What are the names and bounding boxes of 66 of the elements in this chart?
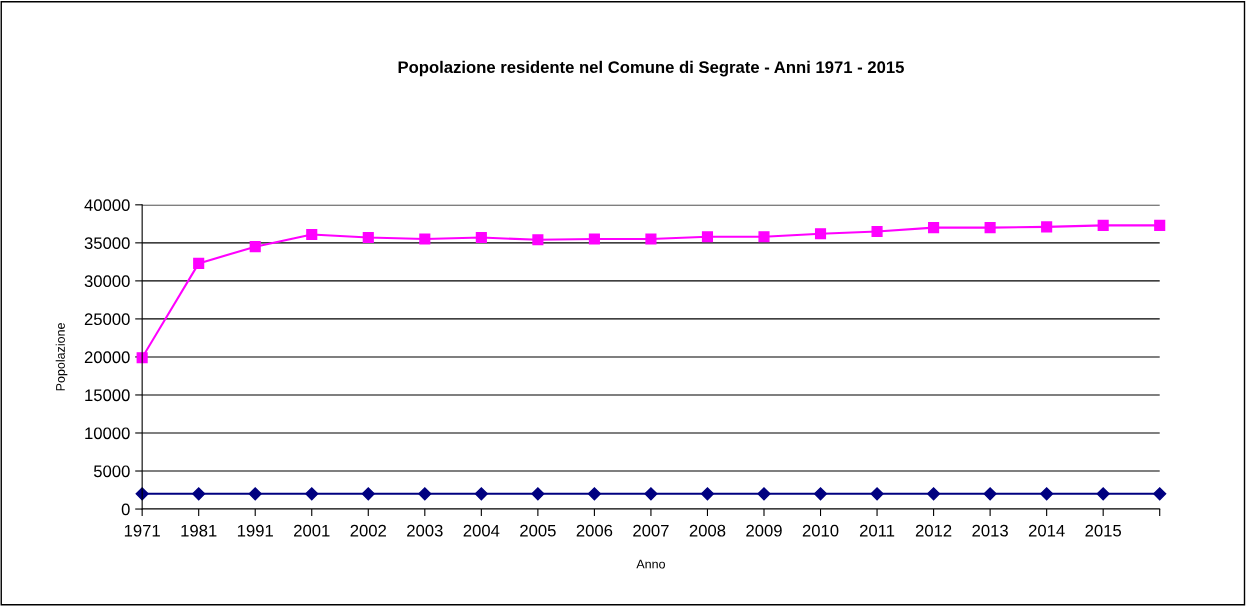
x-tick-label: 2010 [802, 524, 839, 537]
x-tick-label: 2013 [972, 524, 1008, 537]
y-tick-label: 40000 [84, 199, 130, 212]
point [701, 231, 714, 243]
y-tick-label: 15000 [85, 389, 130, 402]
x-tick-label: 2011 [859, 524, 895, 537]
point [1153, 487, 1167, 501]
point [531, 487, 545, 501]
point [588, 233, 600, 245]
y-tick-label: 30000 [84, 275, 130, 288]
point [926, 487, 941, 501]
point [1040, 487, 1054, 501]
point [1096, 487, 1110, 501]
x-tick-label: 2009 [746, 524, 782, 537]
point [249, 241, 261, 253]
y-tick-label: 25000 [84, 313, 130, 326]
x-tick-label: 2003 [407, 524, 443, 537]
chart-title: Popolazione residente nel Comune di Segrate - Anni 1971 - 2015 [398, 60, 904, 77]
point [871, 225, 883, 238]
x-tick-label: 2007 [633, 524, 669, 537]
point [813, 487, 828, 501]
y-tick-label: 35000 [84, 237, 130, 250]
point [306, 228, 318, 241]
point [305, 487, 319, 501]
point [928, 222, 940, 234]
point [248, 487, 262, 501]
point [984, 222, 996, 234]
x-axis-title: Anno [636, 559, 666, 569]
point [983, 487, 997, 501]
point [700, 487, 715, 501]
x-tick-label: 2014 [1028, 524, 1065, 537]
y-tick-label: 5000 [93, 465, 130, 478]
x-tick-label: 2015 [1085, 524, 1122, 537]
point [474, 487, 488, 501]
x-tick-label: 1981 [181, 524, 217, 537]
point [418, 487, 432, 501]
point [361, 487, 375, 501]
y-tick-label: 10000 [85, 427, 130, 440]
point [1041, 221, 1053, 233]
point [757, 487, 771, 501]
y-axis-title: Popolazione [55, 323, 68, 391]
point [758, 231, 770, 243]
x-tick-label: 2001 [294, 524, 330, 537]
x-tick-label: 2002 [350, 524, 386, 537]
x-tick-label: 2005 [520, 524, 556, 537]
x-tick-label: 2012 [915, 524, 952, 537]
y-tick-label: 20000 [84, 351, 130, 364]
point [587, 487, 601, 501]
point [1154, 219, 1166, 231]
point [532, 234, 544, 246]
point [362, 231, 374, 244]
x-tick-label: 1991 [237, 524, 273, 537]
point [645, 233, 657, 245]
point [193, 257, 205, 269]
point [192, 487, 206, 501]
point [870, 487, 884, 501]
point [1097, 219, 1109, 231]
y-tick-label: 0 [121, 503, 130, 516]
x-tick-label: 2004 [463, 524, 500, 537]
x-tick-label: 2008 [689, 524, 726, 537]
x-tick-label: 2006 [576, 524, 613, 537]
x-tick-label: 1971 [124, 524, 160, 537]
point [419, 233, 431, 245]
point [475, 231, 487, 244]
point [814, 228, 827, 240]
point [644, 487, 658, 501]
